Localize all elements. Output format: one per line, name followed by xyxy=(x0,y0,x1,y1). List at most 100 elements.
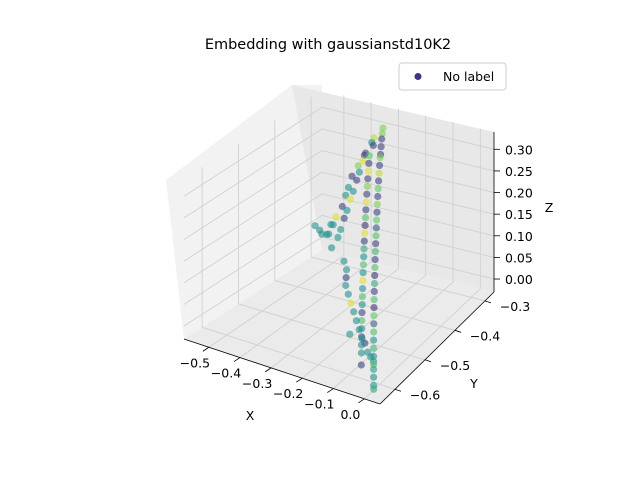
data-point xyxy=(370,385,378,393)
data-point xyxy=(370,296,378,304)
data-point xyxy=(363,190,371,198)
data-point xyxy=(337,225,345,234)
x-tick xyxy=(358,398,365,404)
x-tick-label: −0.3 xyxy=(242,376,272,391)
data-point xyxy=(357,349,365,357)
data-point xyxy=(375,177,383,185)
y-axis-label: Y xyxy=(469,376,478,391)
tick-labels: −0.5−0.4−0.3−0.2−0.10.0−0.6−0.5−0.4−0.30… xyxy=(180,142,533,422)
y-gridline xyxy=(310,256,486,302)
data-point xyxy=(349,187,357,195)
y-axis-line xyxy=(379,291,495,405)
data-point xyxy=(347,299,355,307)
y-gridline xyxy=(202,326,396,390)
data-point xyxy=(370,279,379,288)
data-point xyxy=(376,161,384,169)
data-point xyxy=(353,176,361,184)
data-point xyxy=(362,206,370,214)
data-point xyxy=(373,208,381,216)
data-point xyxy=(343,206,351,214)
data-point xyxy=(375,169,383,177)
z-gridline xyxy=(183,236,323,327)
chart-title: Embedding with gaussianstd10K2 xyxy=(205,37,451,53)
x-tick-label: −0.1 xyxy=(304,397,334,412)
data-point xyxy=(334,233,342,241)
data-point xyxy=(342,274,350,282)
data-point xyxy=(362,198,370,206)
x-gridline xyxy=(208,254,345,348)
data-point xyxy=(379,124,387,132)
data-point xyxy=(340,214,348,222)
y-tick xyxy=(424,359,432,363)
z-tick-label: 0.10 xyxy=(505,229,533,244)
data-point xyxy=(332,213,340,221)
x-tick xyxy=(264,367,272,373)
y-tick-label: −0.5 xyxy=(440,358,470,373)
data-point xyxy=(370,365,378,373)
z-gridline xyxy=(183,171,323,262)
legend-marker xyxy=(414,73,422,80)
data-point xyxy=(359,157,367,165)
z-gridline xyxy=(321,150,495,193)
y-gridline xyxy=(238,303,426,361)
data-point xyxy=(370,344,378,352)
data-point xyxy=(358,293,366,301)
data-point xyxy=(340,257,348,265)
z-gridline xyxy=(183,215,323,305)
axis-lines xyxy=(183,132,500,405)
data-point xyxy=(359,261,367,269)
data-point xyxy=(360,237,368,245)
data-point xyxy=(346,330,354,338)
z-gridline xyxy=(183,106,323,197)
x-axis-label: X xyxy=(246,408,255,423)
y-tick xyxy=(454,329,462,333)
data-point xyxy=(311,222,319,230)
data-point xyxy=(359,269,367,277)
data-point xyxy=(378,129,386,138)
data-point xyxy=(372,232,380,240)
x-axis-line xyxy=(183,338,381,405)
data-point xyxy=(378,135,386,143)
x-gridline xyxy=(333,281,454,389)
y-tick-label: −0.6 xyxy=(410,387,440,402)
z-tick-label: 0.00 xyxy=(505,272,533,287)
data-point xyxy=(357,361,365,369)
floor-pane xyxy=(184,250,494,404)
y-tick-label: −0.4 xyxy=(470,328,500,343)
data-point xyxy=(370,312,378,320)
z-tick-label: 0.25 xyxy=(505,164,533,179)
z-gridline xyxy=(321,236,495,280)
data-point xyxy=(363,182,371,191)
data-point xyxy=(370,373,378,381)
legend: No label xyxy=(398,62,507,91)
data-point xyxy=(365,152,373,160)
z-tick-label: 0.15 xyxy=(505,207,533,222)
data-point xyxy=(342,266,351,274)
data-point xyxy=(371,248,379,256)
data-point xyxy=(364,167,372,175)
data-point xyxy=(357,341,366,349)
data-point xyxy=(370,320,378,328)
y-tick xyxy=(484,300,492,304)
x-tick xyxy=(202,346,210,352)
data-point xyxy=(364,175,372,183)
data-point xyxy=(360,253,368,261)
data-point xyxy=(358,301,366,309)
data-point xyxy=(346,195,354,203)
data-point xyxy=(361,214,370,222)
data-point xyxy=(365,159,373,167)
data-point xyxy=(372,224,380,232)
z-axis-label: Z xyxy=(545,200,554,215)
z-gridline xyxy=(321,214,495,258)
data-point xyxy=(342,191,350,199)
data-point xyxy=(361,229,369,237)
x-tick xyxy=(233,357,241,362)
data-point xyxy=(372,240,380,248)
data-point xyxy=(371,263,379,272)
data-point xyxy=(370,287,378,296)
data-point xyxy=(358,317,366,325)
z-gridline xyxy=(321,106,495,150)
legend-box xyxy=(398,62,507,91)
data-point xyxy=(369,141,377,150)
data-point xyxy=(350,308,358,316)
